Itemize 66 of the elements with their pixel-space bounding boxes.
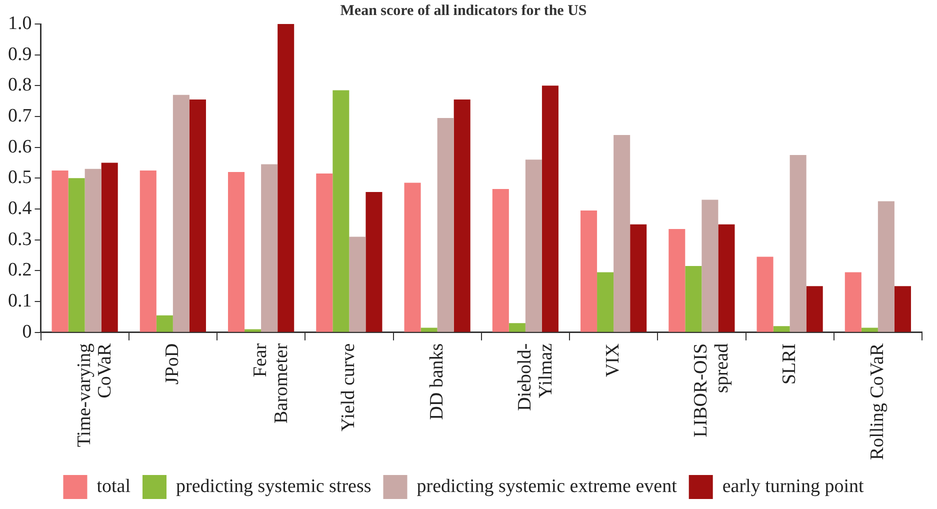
x-tick-label: DD banks xyxy=(426,343,448,420)
y-tick-label: 0.6 xyxy=(8,136,32,158)
y-tick-label: 0.9 xyxy=(8,44,32,65)
bar xyxy=(702,200,718,332)
x-tick-label: VIX xyxy=(602,343,624,378)
y-tick-label: 0.7 xyxy=(8,105,32,126)
x-tick-label: Rolling CoVaR xyxy=(866,343,888,460)
bar xyxy=(52,170,68,332)
bar xyxy=(244,329,262,332)
bar xyxy=(68,178,85,332)
bar xyxy=(172,94,190,332)
bar xyxy=(597,272,614,332)
bar xyxy=(718,224,735,332)
bar xyxy=(332,90,350,332)
x-tick-label: SLRI xyxy=(778,343,800,385)
x-tick-label: LIBOR-OIS spread xyxy=(690,342,733,438)
bar xyxy=(492,188,509,332)
bar xyxy=(542,86,558,332)
bar xyxy=(790,155,806,332)
bar xyxy=(189,100,206,332)
y-tick-label: 0.2 xyxy=(8,260,32,281)
bar xyxy=(844,272,862,332)
y-tick-label: 0.8 xyxy=(8,74,32,96)
bar xyxy=(349,236,366,332)
bar xyxy=(756,256,774,332)
y-tick-label: 0 xyxy=(22,321,32,342)
bar xyxy=(525,160,542,332)
bar xyxy=(806,286,823,332)
bar xyxy=(404,182,421,332)
bar xyxy=(668,229,686,332)
bar xyxy=(156,315,173,332)
bar xyxy=(261,164,278,332)
bar xyxy=(316,174,333,332)
bar xyxy=(228,172,245,332)
bar xyxy=(101,162,118,332)
legend-label: predicting systemic stress xyxy=(176,476,372,497)
bar xyxy=(773,326,790,332)
bar xyxy=(614,135,630,332)
x-tick-label: Diebold-Yilmaz xyxy=(514,343,556,411)
y-tick-label: 1.0 xyxy=(8,12,32,34)
bar xyxy=(878,201,894,332)
bar xyxy=(366,192,382,332)
bar xyxy=(420,328,438,332)
legend-label: predicting systemic extreme event xyxy=(416,476,678,497)
y-tick-label: 0.3 xyxy=(8,228,32,250)
bar xyxy=(508,323,526,332)
y-tick-label: 0.4 xyxy=(8,198,32,219)
bar xyxy=(454,100,470,332)
bar xyxy=(278,24,294,332)
legend-label: early turning point xyxy=(722,476,864,497)
bar xyxy=(84,168,102,332)
bar xyxy=(630,224,647,332)
bar xyxy=(861,328,878,332)
y-tick-label: 0.5 xyxy=(8,167,32,188)
chart-title: Mean score of all indicators for the US xyxy=(340,2,587,19)
x-tick-label: Fear Barometer xyxy=(250,342,292,424)
y-tick-label: 0.1 xyxy=(8,290,32,312)
legend-label: total xyxy=(96,476,131,497)
bar xyxy=(685,266,702,332)
bar xyxy=(580,210,598,332)
bar xyxy=(894,286,911,332)
x-tick-label: JPoD xyxy=(162,343,183,385)
bar xyxy=(437,118,454,332)
bar xyxy=(140,170,156,332)
x-tick-label: Time-varying CoVaR xyxy=(74,342,116,448)
x-tick-label: Yield curve xyxy=(338,343,360,432)
